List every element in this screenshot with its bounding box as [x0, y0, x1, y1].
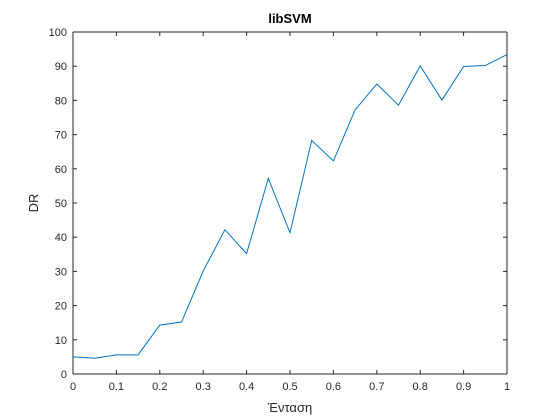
y-tick-label: 80	[55, 95, 67, 107]
y-tick-label: 70	[55, 130, 67, 142]
data-point	[485, 65, 486, 66]
data-point	[506, 54, 507, 55]
y-tick-label: 20	[55, 301, 67, 313]
data-point	[224, 229, 225, 230]
data-point	[333, 160, 334, 161]
data-point	[311, 140, 312, 141]
data-point	[268, 178, 269, 179]
y-tick-label: 40	[55, 232, 67, 244]
data-point	[398, 105, 399, 106]
y-tick-label: 50	[55, 198, 67, 210]
data-point	[203, 270, 204, 271]
data-point	[246, 253, 247, 254]
x-tick-label: 0.7	[369, 381, 384, 393]
y-tick-label: 30	[55, 266, 67, 278]
data-point	[116, 354, 117, 355]
y-tick-label: 100	[49, 27, 67, 39]
data-point	[159, 324, 160, 325]
data-point	[441, 99, 442, 100]
data-point	[181, 321, 182, 322]
x-tick-label: 0.8	[413, 381, 428, 393]
x-tick-label: 1	[504, 381, 510, 393]
data-point	[138, 354, 139, 355]
data-point	[463, 66, 464, 67]
x-tick-label: 0.4	[239, 381, 254, 393]
data-point	[420, 65, 421, 66]
y-tick-label: 90	[55, 61, 67, 73]
data-point	[355, 109, 356, 110]
series-line	[72, 54, 508, 359]
x-tick-label: 0.1	[109, 381, 124, 393]
x-tick-label: 0.5	[282, 381, 297, 393]
chart-title: libSVM	[268, 11, 311, 26]
y-tick-label: 0	[61, 369, 67, 381]
y-tick-label: 10	[55, 335, 67, 347]
data-point	[289, 232, 290, 233]
x-tick-label: 0	[70, 381, 76, 393]
x-axis-label: Ένταση	[267, 400, 312, 415]
x-tick-label: 0.3	[196, 381, 211, 393]
x-tick-label: 0.2	[152, 381, 167, 393]
y-axis-label: DR	[26, 194, 41, 213]
data-point	[72, 356, 73, 357]
y-tick-label: 60	[55, 164, 67, 176]
plot-area	[73, 32, 507, 374]
data-point	[94, 358, 95, 359]
x-tick-label: 0.6	[326, 381, 341, 393]
chart-marks: 0 0.1 0.2 0.3 0.4 0.5 0.6 0.7 0.8 0.9 101020304050…	[49, 27, 510, 393]
data-point	[376, 83, 377, 84]
x-tick-label: 0.9	[456, 381, 471, 393]
